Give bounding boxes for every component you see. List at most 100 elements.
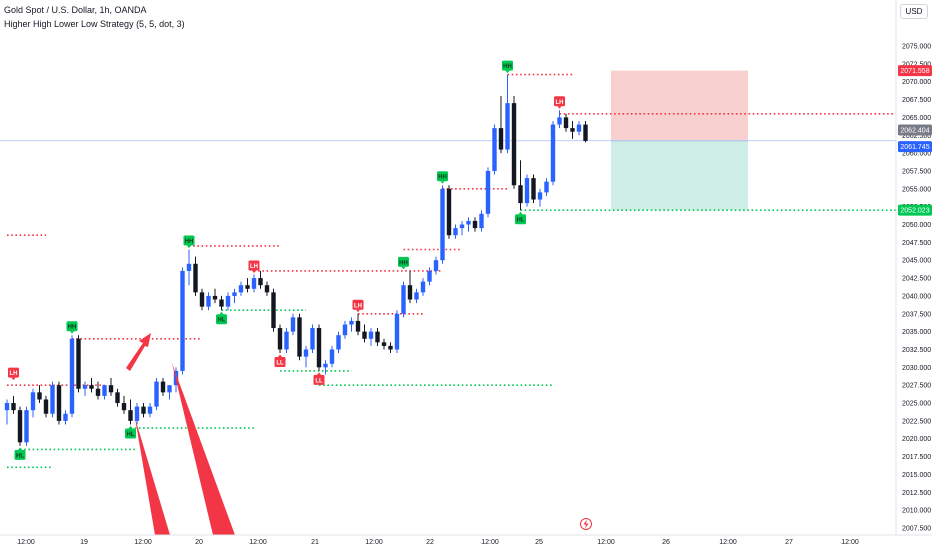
symbol-title[interactable]: Gold Spot / U.S. Dollar, 1h, OANDA xyxy=(4,5,147,15)
price-tag-box xyxy=(898,65,932,77)
price-tick-label: 2015.000 xyxy=(902,472,931,479)
pivot-label: LH xyxy=(248,260,260,274)
pivot-pointer xyxy=(219,311,224,315)
candle-body xyxy=(362,331,367,339)
candle-body xyxy=(76,338,81,389)
pivot-box xyxy=(515,214,526,225)
candle-body xyxy=(232,292,237,296)
price-tick-label: 2032.500 xyxy=(902,347,931,354)
pivot-label: LL xyxy=(313,372,325,385)
pivot-label: HL xyxy=(216,311,227,325)
candle-body xyxy=(537,192,543,200)
candle-body xyxy=(323,363,328,368)
candle-body xyxy=(108,385,114,393)
candle-body xyxy=(453,228,458,236)
price-tag-box xyxy=(898,124,932,136)
time-tick-label: 26 xyxy=(662,539,670,546)
pivot-box xyxy=(125,428,136,439)
candle-body xyxy=(251,278,257,289)
take-profit-zone xyxy=(611,140,748,211)
pivot-label: HH xyxy=(437,171,448,184)
candle-body xyxy=(479,213,484,229)
candle-body xyxy=(115,392,120,404)
indicator-title[interactable]: Higher High Lower Low Strategy (5, 5, do… xyxy=(4,19,185,29)
price-tick-label: 2035.000 xyxy=(902,329,931,336)
pivot-text: HH xyxy=(68,325,77,331)
candle-body xyxy=(82,385,88,389)
candle-body xyxy=(420,281,426,293)
pivot-box xyxy=(248,260,260,271)
time-tick-label: 12:00 xyxy=(481,539,499,546)
pivot-pointer xyxy=(356,309,360,313)
candle-body xyxy=(128,410,133,421)
candle-body xyxy=(303,349,309,357)
candle-body xyxy=(381,342,387,346)
pivot-text: HL xyxy=(218,318,226,324)
pivot-pointer xyxy=(70,331,74,334)
candle-body xyxy=(102,385,107,396)
candle-body xyxy=(63,413,68,421)
pivot-pointer xyxy=(557,106,562,109)
candle-body xyxy=(258,278,263,286)
price-tick-label: 2067.500 xyxy=(902,97,931,104)
pivot-text: LH xyxy=(250,264,258,270)
pivot-box xyxy=(313,374,325,385)
candle-body xyxy=(316,328,322,368)
candle-body xyxy=(193,263,198,293)
candle-body xyxy=(245,285,250,289)
candle-body xyxy=(375,331,380,343)
time-tick-label: 19 xyxy=(80,539,88,546)
pivot-text: LH xyxy=(354,303,362,309)
candle-body xyxy=(30,392,36,411)
trade-zones xyxy=(0,70,896,211)
pivot-box xyxy=(554,96,565,107)
pivot-label: HL xyxy=(14,447,26,460)
candle-body xyxy=(518,185,523,204)
candle-body xyxy=(466,220,471,225)
spike-annotation xyxy=(135,418,170,535)
spike-annotation xyxy=(172,363,235,535)
price-tick-label: 2040.000 xyxy=(902,293,931,300)
candle-body xyxy=(349,320,354,325)
candle-body xyxy=(336,335,341,350)
pivot-box xyxy=(352,299,364,310)
candle-body xyxy=(37,392,42,400)
time-tick-label: 25 xyxy=(535,539,543,546)
time-tick-label: 27 xyxy=(785,539,793,546)
time-axis[interactable]: 12:00 19 12:00 20 12:00 21 12:00 22 12:00 25 12:00… xyxy=(17,539,859,546)
candle-body xyxy=(570,128,575,132)
candle-body xyxy=(284,331,289,350)
pivot-text: LL xyxy=(315,378,323,384)
candle-body xyxy=(446,188,452,236)
currency-button[interactable]: USD xyxy=(900,4,928,19)
pivot-label: HL xyxy=(125,425,136,439)
price-tick-label: 2070.000 xyxy=(902,79,931,86)
pivot-text: HH xyxy=(185,239,194,245)
price-tick-label: 2010.000 xyxy=(902,508,931,515)
price-tick-label: 2020.000 xyxy=(902,436,931,443)
price-axis[interactable]: 2075.000 2072.500 2070.000 2067.500 2065.000… xyxy=(902,44,931,533)
price-tag: 2071.558 xyxy=(898,65,932,77)
price-tag-text: 2062.404 xyxy=(900,127,929,134)
price-tick-label: 2060.000 xyxy=(902,151,931,158)
pivot-label: HH xyxy=(398,256,409,270)
candle-body xyxy=(433,260,439,271)
price-tick-label: 2075.000 xyxy=(902,44,931,51)
pivot-pointer xyxy=(252,270,256,274)
time-tick-label: 22 xyxy=(426,539,434,546)
price-tick-label: 2030.000 xyxy=(902,365,931,372)
price-tick-label: 2042.500 xyxy=(902,276,931,283)
pivot-pointer xyxy=(278,354,282,358)
price-tag-text: 2052.023 xyxy=(900,208,929,215)
pivot-label: LH xyxy=(352,299,364,313)
candle-body xyxy=(498,128,504,150)
lightning-icon[interactable] xyxy=(580,518,592,530)
candle-body xyxy=(472,220,478,229)
price-tick-label: 2045.000 xyxy=(902,258,931,265)
candle-body xyxy=(141,406,146,414)
pivot-text: LH xyxy=(556,100,564,106)
candle-body xyxy=(50,385,55,414)
time-tick-label: 12:00 xyxy=(841,539,859,546)
candle-body xyxy=(4,403,10,411)
